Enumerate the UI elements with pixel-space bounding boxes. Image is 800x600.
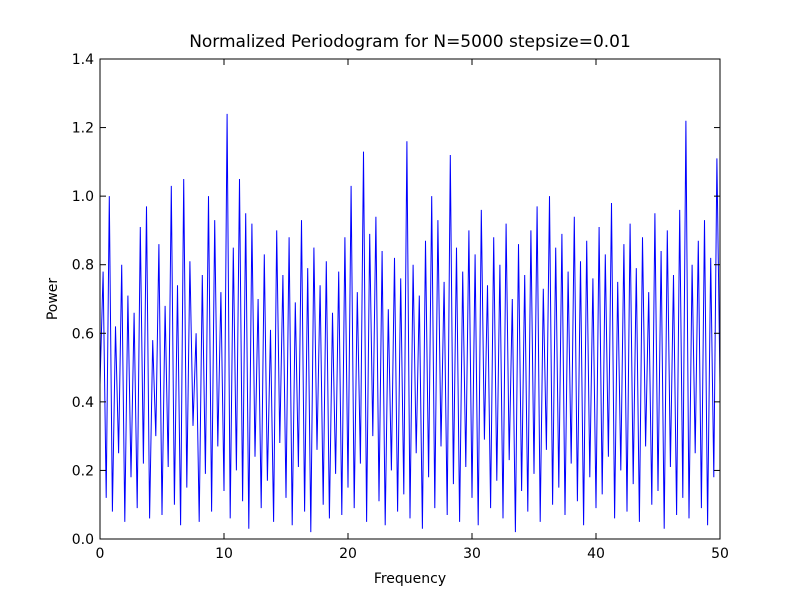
y-tick-label: 0.2 — [72, 463, 94, 479]
y-tick-label: 1.4 — [72, 52, 94, 68]
x-tick-label: 50 — [711, 546, 729, 562]
x-axis-label: Frequency — [374, 571, 446, 587]
data-line — [99, 113, 721, 533]
y-tick-label: 1.0 — [72, 189, 94, 205]
x-tick-label: 30 — [463, 546, 481, 562]
x-tick-label: 0 — [96, 546, 105, 562]
y-tick-label: 1.2 — [72, 121, 94, 137]
y-tick-label: 0.6 — [72, 326, 94, 342]
y-axis-label: Power — [45, 278, 61, 321]
x-tick-label: 10 — [215, 546, 233, 562]
plot-area — [99, 113, 721, 533]
frame — [99, 58, 721, 540]
x-tick-label: 20 — [339, 546, 357, 562]
chart-title: Normalized Periodogram for N=5000 stepsi… — [189, 32, 631, 52]
y-tick-label: 0.0 — [72, 532, 94, 548]
x-tick-label: 40 — [587, 546, 605, 562]
y-tick-label: 0.8 — [72, 258, 94, 274]
y-tick-label: 0.4 — [72, 395, 94, 411]
